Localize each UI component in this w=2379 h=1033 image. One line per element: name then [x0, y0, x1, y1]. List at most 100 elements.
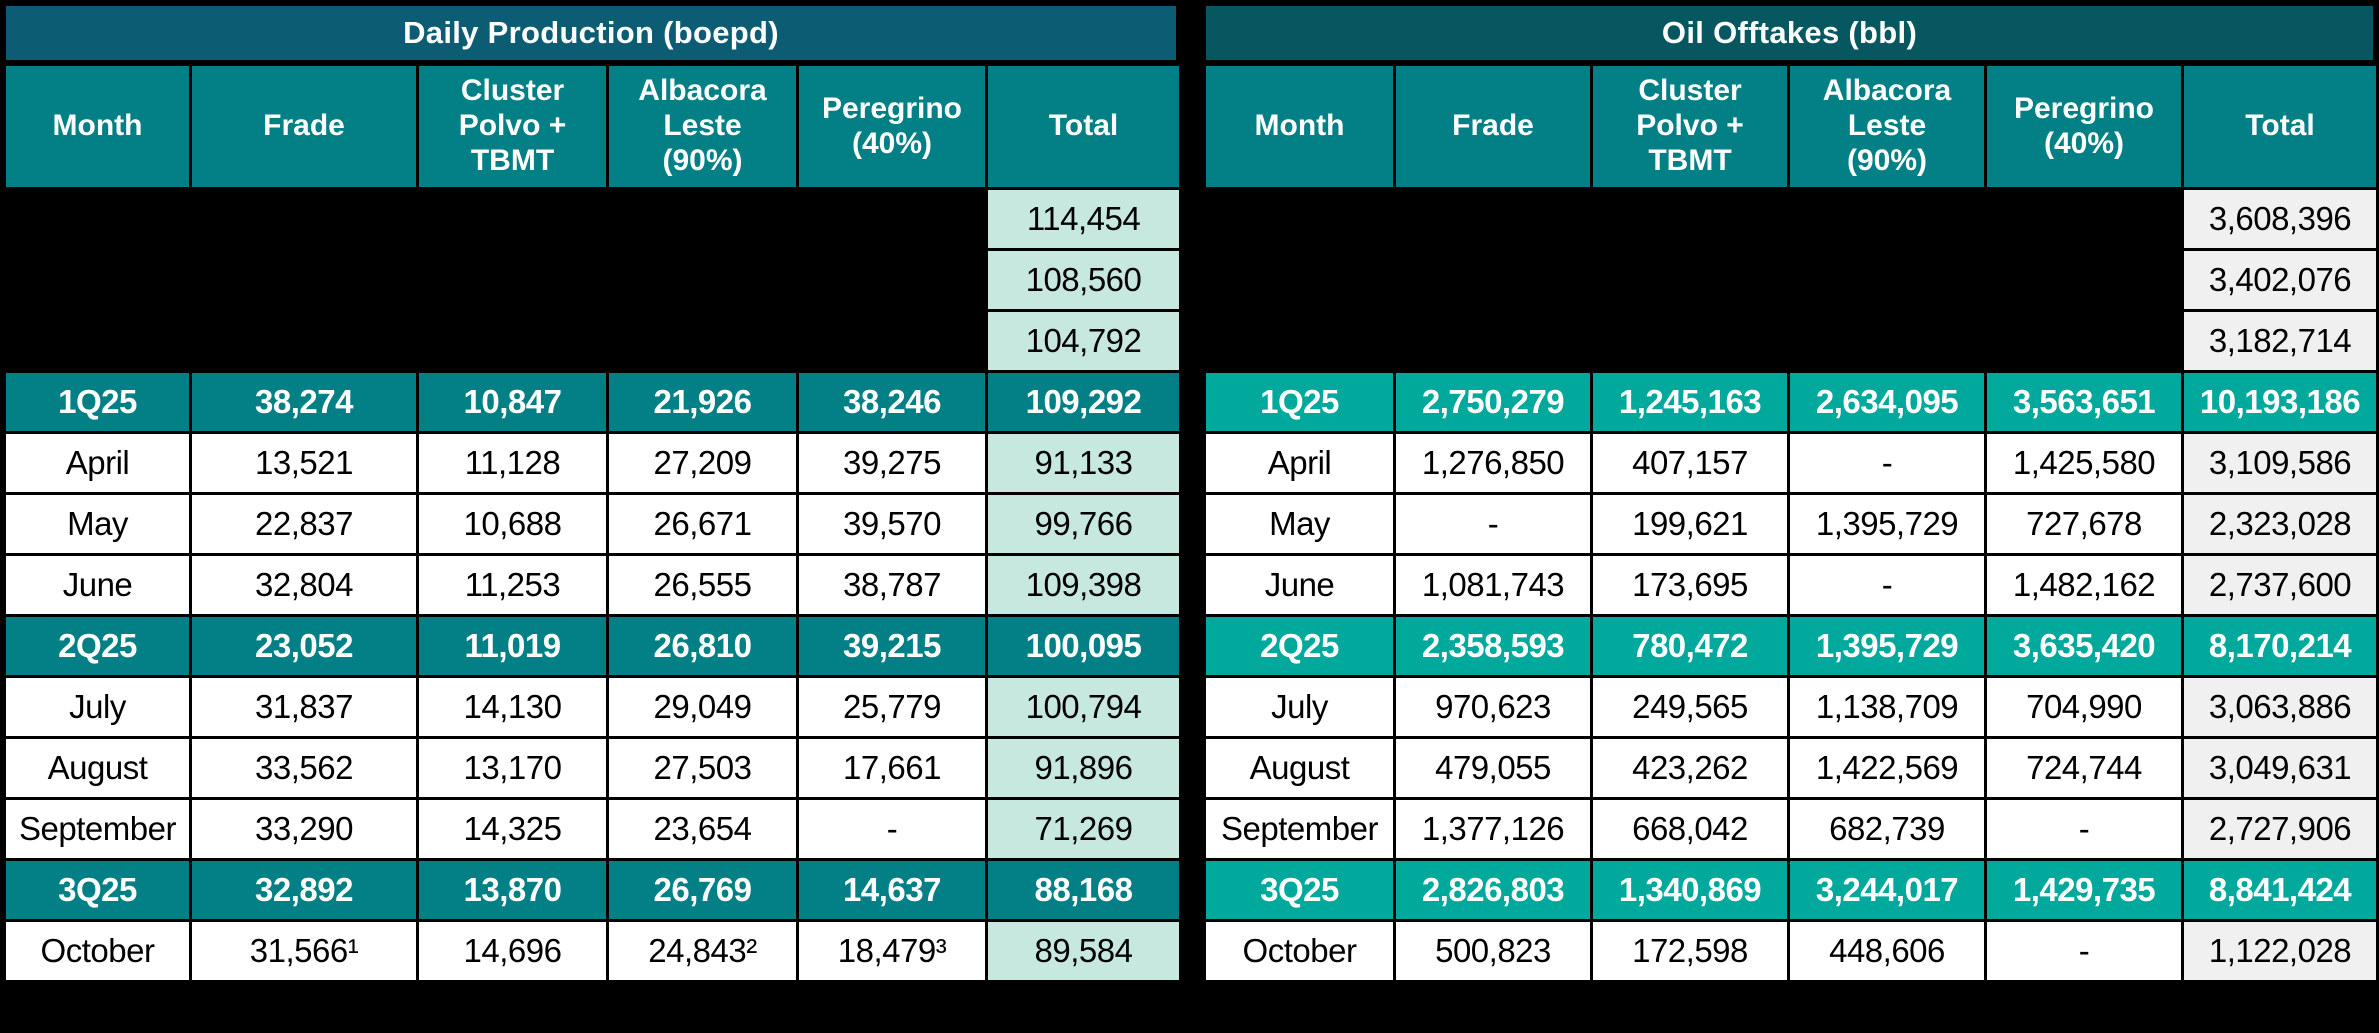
value-cell: 2,750,279 [1393, 370, 1593, 434]
value-cell [796, 187, 988, 251]
value-cell [1787, 248, 1987, 312]
table-row-june: June 32,804 11,253 26,555 38,787 109,398 [3, 553, 1182, 617]
value-cell: 3,563,651 [1984, 370, 2184, 434]
month-cell: October [1203, 919, 1396, 983]
value-cell: 29,049 [606, 675, 799, 739]
value-cell: 1,395,729 [1787, 614, 1987, 678]
month-cell [3, 248, 192, 312]
month-cell: August [1203, 736, 1396, 800]
value-cell: 13,170 [416, 736, 609, 800]
value-cell [1590, 187, 1790, 251]
value-cell: 31,837 [189, 675, 419, 739]
month-cell: July [1203, 675, 1396, 739]
value-cell: 25,779 [796, 675, 988, 739]
month-cell: July [3, 675, 192, 739]
table-row-redacted-2: 3,182,714 [1203, 309, 2379, 373]
value-cell: 11,253 [416, 553, 609, 617]
total-cell: 3,608,396 [2181, 187, 2379, 251]
value-cell: - [1393, 492, 1593, 556]
value-cell: 39,275 [796, 431, 988, 495]
table-row-october: October 500,823 172,598 448,606-1,122,028 [1203, 919, 2379, 983]
value-cell [1393, 187, 1593, 251]
value-cell: 31,566¹ [189, 919, 419, 983]
value-cell: 38,246 [796, 370, 988, 434]
value-cell [189, 187, 419, 251]
month-cell: October [3, 919, 192, 983]
value-cell: 13,521 [189, 431, 419, 495]
value-cell: 23,654 [606, 797, 799, 861]
value-cell: - [1984, 797, 2184, 861]
oil-offtakes-table: Oil Offtakes (bbl) Month Frade Cluster P… [1203, 3, 2379, 983]
total-cell: 10,193,186 [2181, 370, 2379, 434]
value-cell: 1,138,709 [1787, 675, 1987, 739]
value-cell: 26,671 [606, 492, 799, 556]
value-cell: 1,429,735 [1984, 858, 2184, 922]
month-cell: May [1203, 492, 1396, 556]
value-cell [606, 248, 799, 312]
table-row-september: September 1,377,126 668,042 682,739-2,727,9… [1203, 797, 2379, 861]
value-cell: 724,744 [1984, 736, 2184, 800]
table-row-june: June 1,081,743 173,695-1,482,162 2,737,600 [1203, 553, 2379, 617]
value-cell: 38,787 [796, 553, 988, 617]
value-cell: 26,810 [606, 614, 799, 678]
value-cell: 1,395,729 [1787, 492, 1987, 556]
total-cell: 100,794 [985, 675, 1182, 739]
month-cell [3, 187, 192, 251]
total-cell: 108,560 [985, 248, 1182, 312]
value-cell [1590, 248, 1790, 312]
total-cell: 2,323,028 [2181, 492, 2379, 556]
value-cell: 1,482,162 [1984, 553, 2184, 617]
table-row-september: September 33,290 14,325 23,654-71,269 [3, 797, 1182, 861]
table-row-3q25: 3Q25 32,892 13,870 26,769 14,637 88,168 [3, 858, 1182, 922]
value-cell: 2,634,095 [1787, 370, 1987, 434]
table-row-redacted-1: 108,560 [3, 248, 1182, 312]
value-cell: 448,606 [1787, 919, 1987, 983]
value-cell: 2,358,593 [1393, 614, 1593, 678]
value-cell: 1,081,743 [1393, 553, 1593, 617]
total-cell: 100,095 [985, 614, 1182, 678]
month-cell: September [1203, 797, 1396, 861]
total-cell: 2,727,906 [2181, 797, 2379, 861]
daily-production-header-row: Month Frade Cluster Polvo + TBMT Albacor… [3, 63, 1182, 190]
value-cell [1984, 248, 2184, 312]
value-cell [1590, 309, 1790, 373]
value-cell: 13,870 [416, 858, 609, 922]
total-cell: 3,402,076 [2181, 248, 2379, 312]
table-row-2q25: 2Q25 2,358,593 780,472 1,395,729 3,635,420 8,… [1203, 614, 2379, 678]
value-cell [796, 248, 988, 312]
value-cell: 3,635,420 [1984, 614, 2184, 678]
table-row-1q25: 1Q25 2,750,279 1,245,163 2,634,095 3,563,651… [1203, 370, 2379, 434]
value-cell: 22,837 [189, 492, 419, 556]
value-cell: 727,678 [1984, 492, 2184, 556]
table-row-redacted-0: 114,454 [3, 187, 1182, 251]
table-row-august: August 33,562 13,170 27,503 17,661 91,896 [3, 736, 1182, 800]
col-header-total: Total [985, 63, 1182, 190]
value-cell: 172,598 [1590, 919, 1790, 983]
total-cell: 91,133 [985, 431, 1182, 495]
month-cell: June [3, 553, 192, 617]
value-cell [416, 248, 609, 312]
value-cell: 1,245,163 [1590, 370, 1790, 434]
table-row-october: October 31,566¹ 14,696 24,843² 18,479³ 89,584 [3, 919, 1182, 983]
value-cell: 10,847 [416, 370, 609, 434]
value-cell: 500,823 [1393, 919, 1593, 983]
value-cell: 704,990 [1984, 675, 2184, 739]
value-cell [189, 248, 419, 312]
value-cell: 38,274 [189, 370, 419, 434]
value-cell [796, 309, 988, 373]
daily-production-title: Daily Production (boepd) [3, 3, 1179, 63]
value-cell: 27,209 [606, 431, 799, 495]
value-cell: 1,425,580 [1984, 431, 2184, 495]
oil-offtakes-grid: Month Frade Cluster Polvo + TBMT Albacor… [1203, 63, 2379, 983]
value-cell: 14,325 [416, 797, 609, 861]
value-cell: 10,688 [416, 492, 609, 556]
table-row-august: August 479,055 423,262 1,422,569 724,744 3,04… [1203, 736, 2379, 800]
value-cell: - [1787, 431, 1987, 495]
total-cell: 114,454 [985, 187, 1182, 251]
value-cell [1393, 248, 1593, 312]
total-cell: 3,182,714 [2181, 309, 2379, 373]
month-cell: June [1203, 553, 1396, 617]
total-cell: 3,109,586 [2181, 431, 2379, 495]
value-cell: 173,695 [1590, 553, 1790, 617]
value-cell: 23,052 [189, 614, 419, 678]
